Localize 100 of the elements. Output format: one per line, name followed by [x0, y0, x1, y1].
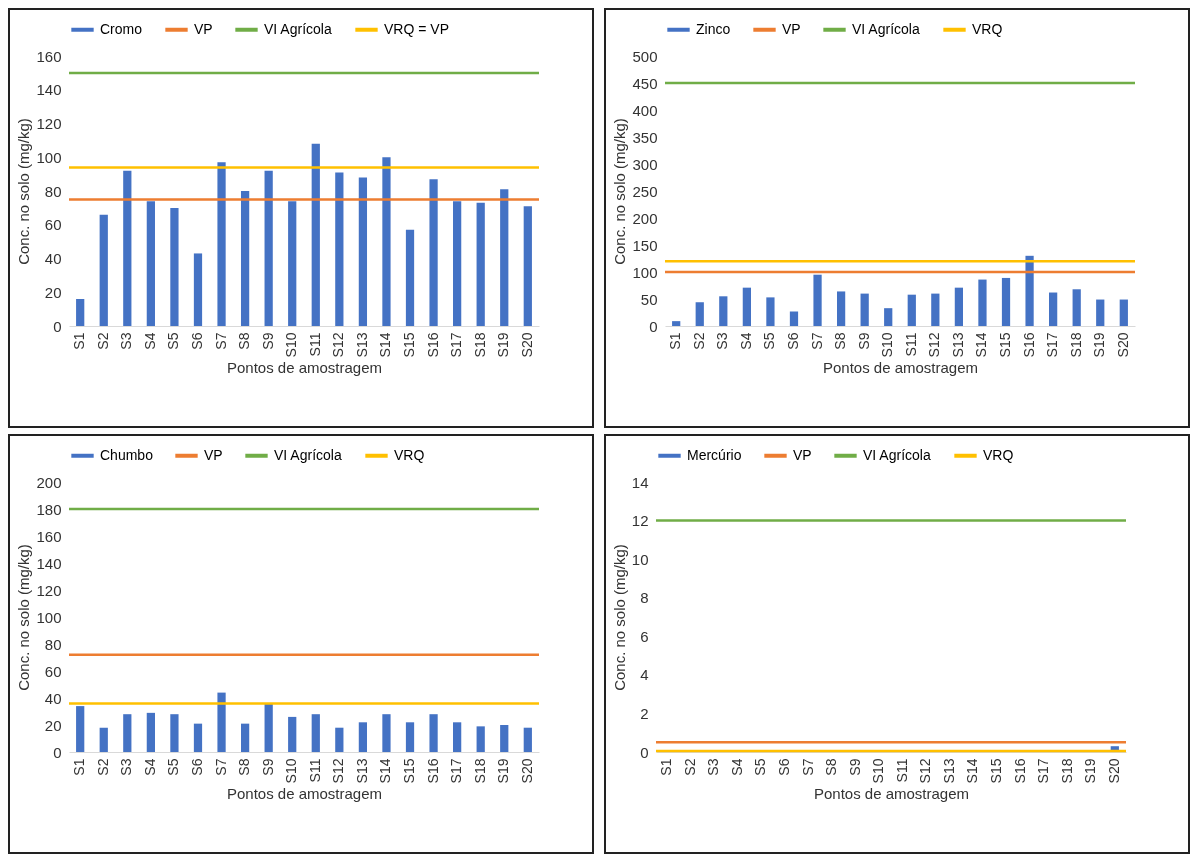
x-tick-label: S14 — [964, 758, 981, 784]
bar — [405, 229, 415, 326]
bar — [719, 296, 728, 326]
x-tick-label: S12 — [917, 758, 934, 784]
bar — [288, 716, 297, 752]
x-tick-label: S5 — [165, 332, 182, 350]
bar — [382, 714, 391, 752]
y-axis-title: Conc. no solo (mg/kg) — [611, 118, 629, 265]
x-tick-label: S16 — [424, 332, 441, 358]
bar — [954, 287, 964, 326]
y-tick-label: 350 — [632, 128, 658, 146]
legend-label: VRQ — [972, 20, 1003, 37]
bar — [123, 170, 132, 326]
y-tick-label: 0 — [649, 317, 658, 335]
y-tick-label: 100 — [632, 263, 658, 281]
bar — [860, 293, 869, 326]
y-tick-label: 200 — [632, 209, 658, 227]
bar — [884, 308, 893, 326]
x-tick-label: S10 — [870, 758, 887, 784]
x-tick-label: S8 — [823, 758, 840, 776]
x-tick-label: S18 — [471, 758, 488, 784]
y-tick-label: 300 — [632, 155, 658, 173]
bar — [264, 170, 273, 326]
x-tick-label: S18 — [1067, 332, 1084, 358]
x-tick-label: S12 — [330, 332, 347, 358]
x-axis-title: Pontos de amostragem — [226, 359, 383, 377]
bar — [76, 706, 85, 752]
y-tick-label: 200 — [36, 473, 62, 491]
y-tick-label: 4 — [640, 666, 649, 684]
x-tick-label: S8 — [832, 332, 849, 350]
bar — [476, 202, 485, 326]
y-tick-label: 20 — [44, 716, 62, 734]
bar — [217, 162, 226, 326]
bar — [836, 291, 846, 326]
x-axis-title: Pontos de amostragem — [813, 785, 970, 803]
bar — [311, 714, 320, 752]
x-tick-label: S3 — [714, 332, 731, 350]
bar — [789, 311, 799, 326]
x-tick-label: S18 — [471, 332, 488, 358]
x-tick-label: S20 — [518, 758, 535, 784]
y-tick-label: 120 — [36, 581, 62, 599]
x-tick-label: S8 — [236, 758, 253, 776]
legend-label: Chumbo — [100, 446, 154, 463]
y-tick-label: 2 — [640, 704, 649, 722]
bar — [931, 293, 940, 326]
bar — [335, 172, 344, 326]
legend-label: VI Agrícola — [863, 446, 931, 463]
x-tick-label: S20 — [1105, 758, 1122, 784]
x-tick-label: S13 — [353, 332, 370, 358]
bar — [76, 299, 85, 326]
bar — [523, 206, 532, 326]
x-tick-label: S2 — [94, 332, 111, 350]
bar — [382, 157, 391, 326]
x-tick-label: S10 — [283, 758, 300, 784]
x-tick-label: S16 — [1011, 758, 1028, 784]
legend-label: VRQ — [983, 446, 1014, 463]
x-tick-label: S3 — [705, 758, 722, 776]
x-tick-label: S18 — [1058, 758, 1075, 784]
x-tick-label: S6 — [775, 758, 792, 776]
legend-label: VI Agrícola — [852, 20, 920, 37]
bar — [405, 722, 415, 752]
y-tick-label: 8 — [640, 589, 649, 607]
x-tick-label: S19 — [495, 332, 512, 358]
x-axis-title: Pontos de amostragem — [226, 785, 383, 803]
y-tick-label: 0 — [53, 317, 62, 335]
x-tick-label: S2 — [94, 758, 111, 776]
y-tick-label: 10 — [631, 550, 649, 568]
bar — [1025, 255, 1034, 326]
legend-label: VI Agrícola — [264, 20, 332, 37]
bar — [146, 712, 155, 752]
bar — [1096, 299, 1105, 326]
x-tick-label: S13 — [940, 758, 957, 784]
y-tick-label: 100 — [36, 608, 62, 626]
bar — [123, 714, 132, 752]
bar — [240, 723, 250, 752]
x-tick-label: S8 — [236, 332, 253, 350]
x-tick-label: S9 — [855, 332, 872, 350]
bar — [476, 726, 485, 752]
x-tick-label: S20 — [518, 332, 535, 358]
x-tick-label: S10 — [879, 332, 896, 358]
bar — [766, 297, 775, 326]
y-tick-label: 100 — [36, 148, 62, 166]
y-tick-label: 12 — [631, 512, 649, 530]
x-tick-label: S6 — [188, 758, 205, 776]
x-tick-label: S5 — [761, 332, 778, 350]
legend-label: VP — [782, 20, 801, 37]
x-tick-label: S7 — [212, 758, 229, 776]
y-tick-label: 150 — [632, 236, 658, 254]
x-tick-label: S7 — [799, 758, 816, 776]
bar — [264, 703, 273, 752]
x-tick-label: S14 — [377, 758, 394, 784]
x-tick-label: S16 — [424, 758, 441, 784]
x-tick-label: S17 — [1035, 758, 1052, 784]
x-tick-label: S15 — [401, 332, 418, 358]
bar — [99, 727, 108, 752]
bar — [1119, 299, 1128, 326]
x-tick-label: S4 — [141, 758, 158, 776]
x-tick-label: S12 — [926, 332, 943, 358]
x-tick-label: S14 — [973, 332, 990, 358]
x-tick-label: S17 — [1044, 332, 1061, 358]
